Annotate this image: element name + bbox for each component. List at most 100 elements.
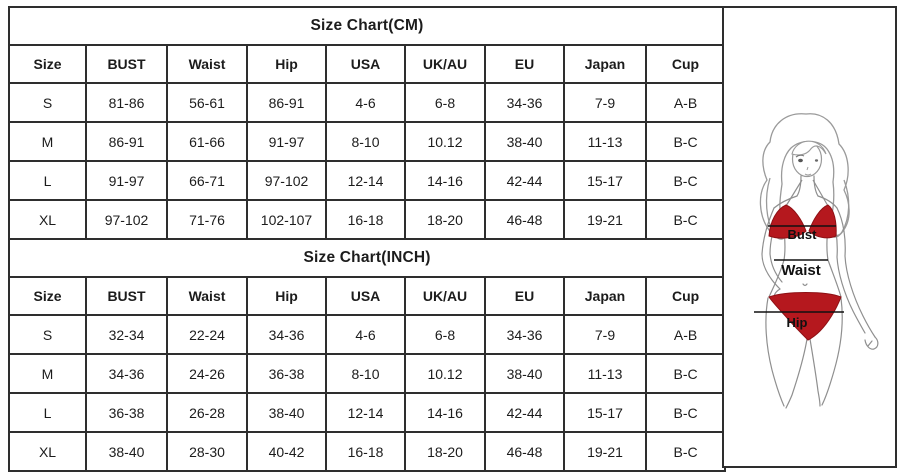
table-cell: S bbox=[8, 82, 87, 123]
column-header: Japan bbox=[563, 44, 647, 84]
cm-header-row: Size BUST Waist Hip USA UK/AU EU Japan Cup bbox=[8, 44, 726, 84]
table-cell: 15-17 bbox=[563, 392, 647, 433]
table-cell: 11-13 bbox=[563, 121, 647, 162]
nose bbox=[806, 166, 809, 171]
table-row: XL 38-40 28-30 40-42 16-18 18-20 46-48 19-21 B-C bbox=[8, 431, 727, 472]
table-cell: 42-44 bbox=[484, 160, 565, 201]
table-cell: 14-16 bbox=[404, 392, 486, 433]
table-row: L 91-97 66-71 97-102 12-14 14-16 42-44 15-17 B-C bbox=[8, 160, 726, 201]
table-cell: 32-34 bbox=[85, 314, 168, 355]
table-cell: 91-97 bbox=[246, 121, 327, 162]
bikini-straps bbox=[785, 179, 829, 207]
bikini-model-illustration: Bust Waist Hip bbox=[754, 113, 879, 409]
bikini-top-left-cup bbox=[768, 204, 807, 239]
left-brow bbox=[795, 154, 805, 158]
column-header: UK/AU bbox=[404, 44, 486, 84]
table-cell: 6-8 bbox=[404, 314, 486, 355]
column-header: EU bbox=[484, 276, 565, 316]
measurement-figure-panel: Bust Waist Hip bbox=[722, 6, 897, 468]
face bbox=[791, 140, 827, 178]
column-header: USA bbox=[325, 276, 406, 316]
table-cell: 19-21 bbox=[563, 199, 647, 240]
table-cell: 12-14 bbox=[325, 160, 406, 201]
table-cell: 16-18 bbox=[325, 199, 406, 240]
measurement-marks: Bust Waist Hip bbox=[754, 225, 844, 330]
table-cell: 22-24 bbox=[166, 314, 248, 355]
table-cell: B-C bbox=[645, 160, 726, 201]
table-cell: 15-17 bbox=[563, 160, 647, 201]
column-header: EU bbox=[484, 44, 565, 84]
column-header: Cup bbox=[645, 44, 726, 84]
column-header: UK/AU bbox=[404, 276, 486, 316]
table-cell: 11-13 bbox=[563, 353, 647, 394]
size-chart-cm-table: Size Chart(CM) Size BUST Waist Hip USA UK/AU E… bbox=[8, 6, 726, 240]
table-cell: 40-42 bbox=[246, 431, 327, 472]
bikini-top-right-cup bbox=[808, 204, 837, 239]
table-cell: M bbox=[8, 353, 87, 394]
table-cell: B-C bbox=[645, 121, 726, 162]
table-cell: 7-9 bbox=[563, 314, 647, 355]
table-cell: 102-107 bbox=[246, 199, 327, 240]
inch-table-title: Size Chart(INCH) bbox=[7, 238, 727, 278]
table-row: M 86-91 61-66 91-97 8-10 10.12 38-40 11-13 B-C bbox=[8, 121, 726, 162]
cm-table-title: Size Chart(CM) bbox=[8, 6, 726, 46]
table-cell: 36-38 bbox=[85, 392, 168, 433]
cm-title-row: Size Chart(CM) bbox=[8, 6, 726, 46]
column-header: BUST bbox=[85, 276, 168, 316]
table-cell: XL bbox=[8, 199, 87, 240]
bikini bbox=[768, 179, 842, 341]
table-cell: 6-8 bbox=[404, 82, 486, 123]
table-cell: 18-20 bbox=[404, 199, 486, 240]
column-header: Hip bbox=[246, 276, 327, 316]
table-cell: 7-9 bbox=[563, 82, 647, 123]
column-header: BUST bbox=[85, 44, 168, 84]
size-chart-inch-table: Size Chart(INCH) Size BUST Waist Hip USA UK/A… bbox=[7, 238, 727, 472]
table-row: XL 97-102 71-76 102-107 16-18 18-20 46-48 19-21… bbox=[8, 199, 726, 240]
cm-table-body: S 81-86 56-61 86-91 4-6 6-8 34-36 7-9 A-B M 86-91 6… bbox=[8, 82, 726, 240]
column-header: Japan bbox=[563, 276, 647, 316]
table-cell: 61-66 bbox=[166, 121, 248, 162]
table-cell: 24-26 bbox=[166, 353, 248, 394]
inch-table-body: S 32-34 22-24 34-36 4-6 6-8 34-36 7-9 A-B M 34-36 2… bbox=[8, 314, 727, 472]
table-cell: 36-38 bbox=[246, 353, 327, 394]
column-header: Waist bbox=[166, 276, 248, 316]
table-cell: 97-102 bbox=[246, 160, 327, 201]
table-cell: 26-28 bbox=[166, 392, 248, 433]
column-header: Size bbox=[8, 276, 87, 316]
inch-title-row: Size Chart(INCH) bbox=[7, 238, 727, 278]
column-header: Waist bbox=[166, 44, 248, 84]
table-cell: B-C bbox=[644, 353, 727, 394]
table-cell: 34-36 bbox=[246, 314, 327, 355]
bangs bbox=[791, 140, 827, 156]
table-cell: 46-48 bbox=[484, 199, 565, 240]
table-cell: 86-91 bbox=[85, 121, 168, 162]
table-cell: 34-36 bbox=[484, 82, 565, 123]
size-tables: Size Chart(CM) Size BUST Waist Hip USA UK/AU E… bbox=[7, 6, 727, 472]
table-cell: 4-6 bbox=[325, 82, 406, 123]
table-row: S 32-34 22-24 34-36 4-6 6-8 34-36 7-9 A-B bbox=[8, 314, 727, 355]
table-cell: 19-21 bbox=[563, 431, 647, 472]
table-cell: 56-61 bbox=[166, 82, 248, 123]
table-cell: 34-36 bbox=[484, 314, 565, 355]
table-cell: 18-20 bbox=[404, 431, 486, 472]
table-cell: 66-71 bbox=[166, 160, 248, 201]
table-cell: 4-6 bbox=[325, 314, 406, 355]
table-cell: 10.12 bbox=[404, 353, 486, 394]
table-cell: 10.12 bbox=[404, 121, 486, 162]
table-cell: 38-40 bbox=[484, 121, 565, 162]
table-cell: L bbox=[8, 160, 87, 201]
table-cell: 34-36 bbox=[85, 353, 168, 394]
table-cell: 12-14 bbox=[325, 392, 406, 433]
left-eye bbox=[798, 158, 803, 163]
table-row: S 81-86 56-61 86-91 4-6 6-8 34-36 7-9 A-B bbox=[8, 82, 726, 123]
table-cell: 97-102 bbox=[85, 199, 168, 240]
bikini-bottom bbox=[768, 292, 842, 341]
table-cell: B-C bbox=[645, 199, 726, 240]
table-cell: 46-48 bbox=[484, 431, 565, 472]
table-cell: A-B bbox=[644, 314, 727, 355]
table-cell: B-C bbox=[644, 431, 727, 472]
table-cell: S bbox=[8, 314, 87, 355]
table-cell: 81-86 bbox=[85, 82, 168, 123]
table-cell: 8-10 bbox=[325, 121, 406, 162]
column-header: USA bbox=[325, 44, 406, 84]
